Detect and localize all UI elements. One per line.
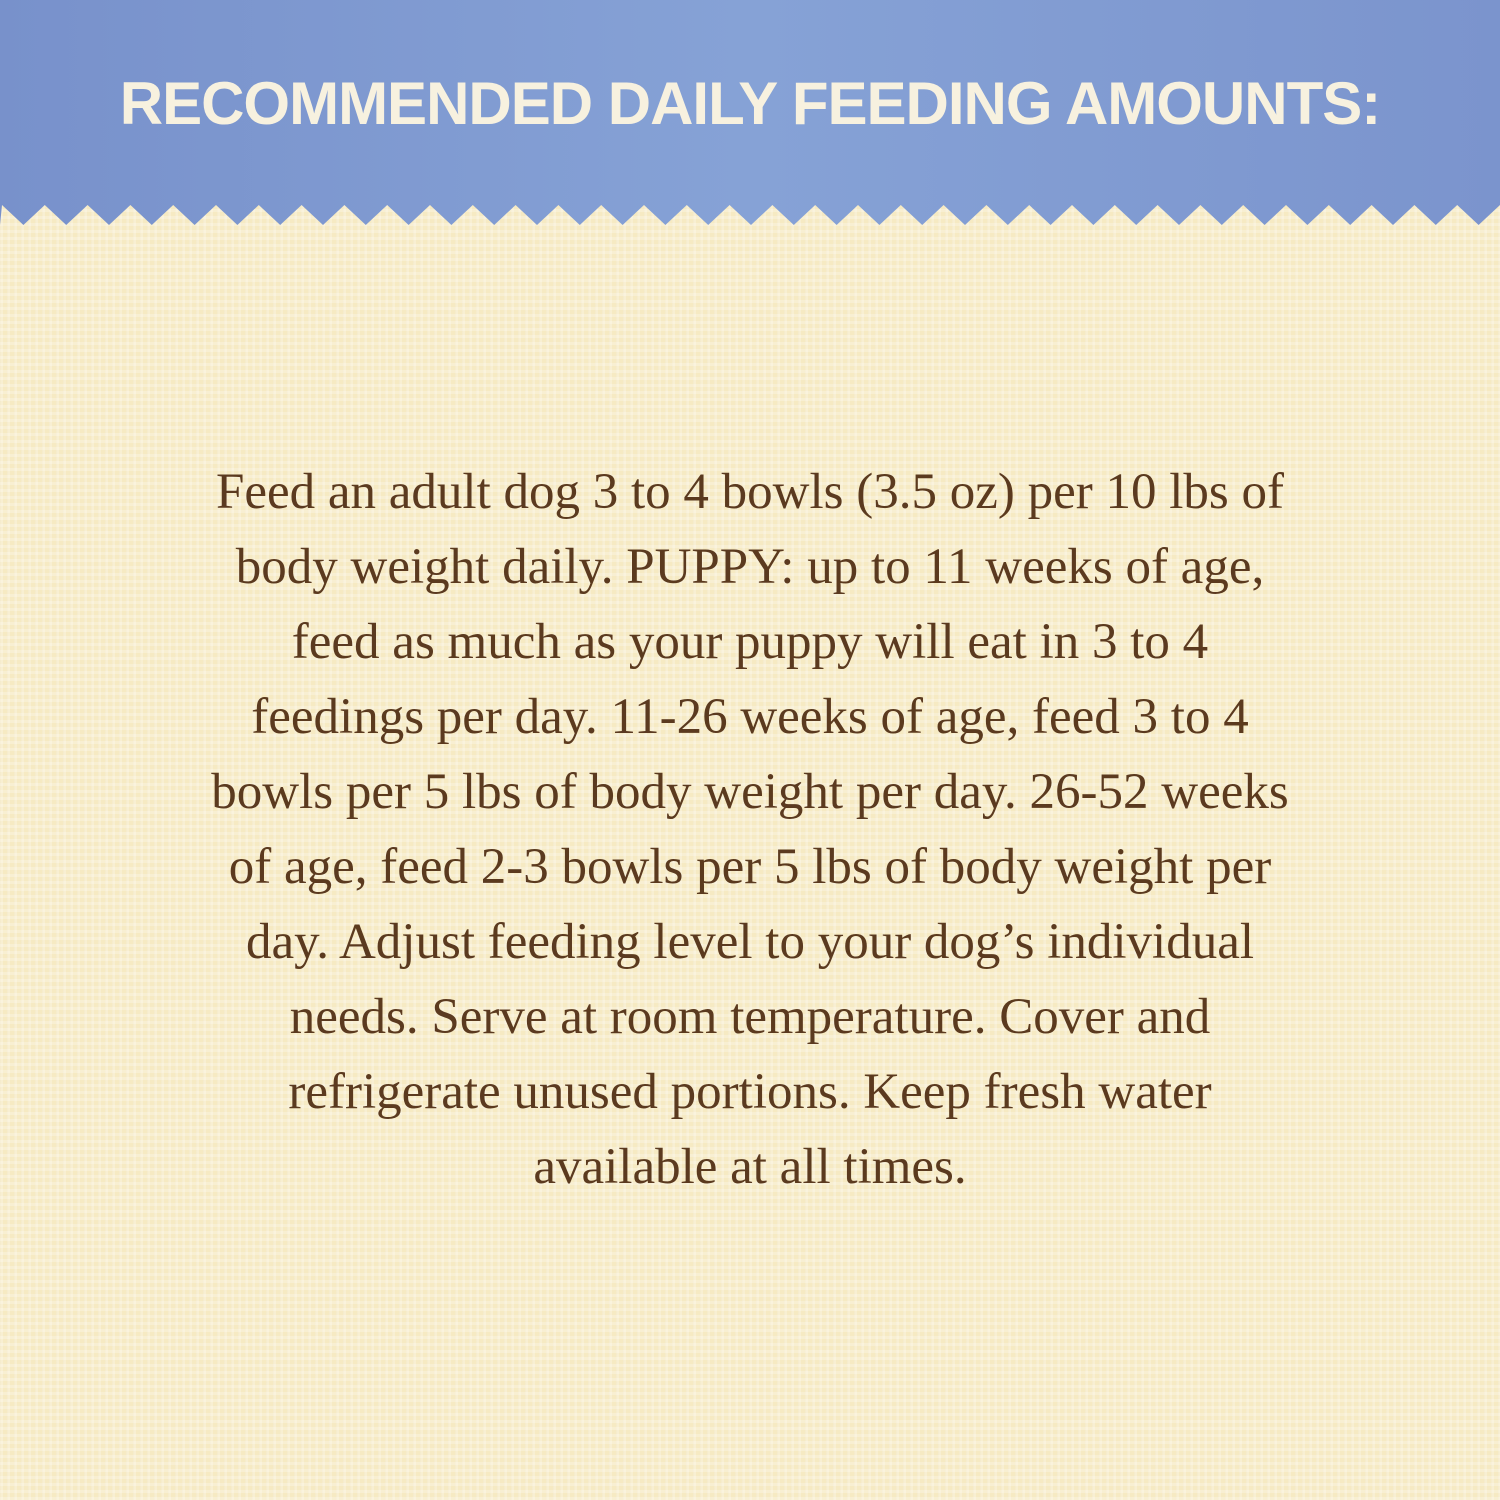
header-banner: RECOMMENDED DAILY FEEDING AMOUNTS: [0,0,1500,226]
zigzag-banner-shape [0,0,1500,225]
text-line: of age, feed 2-3 bowls per 5 lbs of body… [228,839,1272,895]
text-line: bowls per 5 lbs of body weight per day. … [211,764,1289,820]
text-line: Feed an adult dog 3 to 4 bowls (3.5 oz) … [216,464,1284,520]
text-line: available at all times. [533,1139,967,1195]
text-line: body weight daily. PUPPY: up to 11 weeks… [235,539,1265,595]
page-title: RECOMMENDED DAILY FEEDING AMOUNTS: [119,70,1382,137]
text-line: needs. Serve at room temperature. Cover … [289,989,1211,1045]
text-line: feed as much as your puppy will eat in 3… [291,614,1209,670]
feeding-instructions: Feed an adult dog 3 to 4 bowls (3.5 oz) … [60,455,1440,1205]
text-line: refrigerate unused portions. Keep fresh … [288,1064,1212,1120]
text-line: feedings per day. 11-26 weeks of age, fe… [251,689,1249,745]
text-line: day. Adjust feeding level to your dog’s … [245,914,1255,970]
